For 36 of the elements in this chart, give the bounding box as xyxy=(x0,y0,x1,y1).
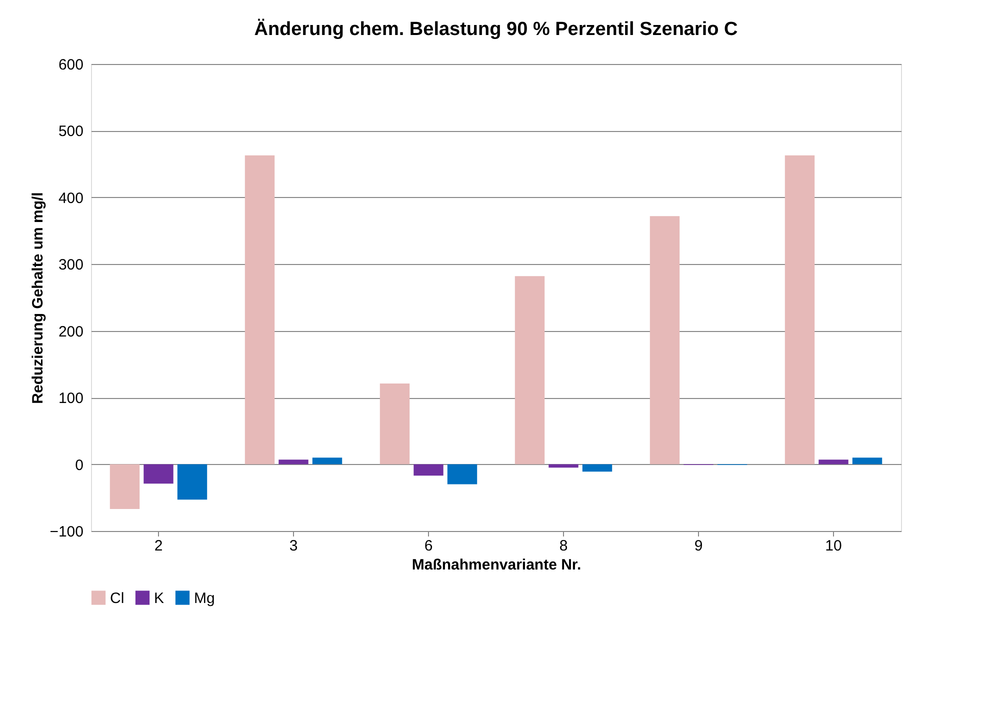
x-tick-label: 10 xyxy=(825,538,842,554)
bar xyxy=(852,458,882,464)
bar xyxy=(818,460,848,464)
x-tick-label: 3 xyxy=(289,538,298,554)
y-tick-label: 600 xyxy=(58,56,84,74)
bar xyxy=(312,458,342,464)
chart-title: Änderung chem. Belastung 90 % Perzentil Szenario C xyxy=(254,18,738,40)
y-tick-label: 100 xyxy=(58,390,84,408)
x-tick-label: 9 xyxy=(694,538,703,554)
bar xyxy=(784,155,815,464)
bar xyxy=(380,384,410,464)
y-axis-title: Reduzierung Gehalte um mg/l xyxy=(30,192,47,404)
bar xyxy=(414,464,444,476)
bar xyxy=(447,464,478,484)
bar xyxy=(650,216,680,464)
bar xyxy=(110,464,140,509)
bar xyxy=(548,464,578,468)
legend-label: Mg xyxy=(194,590,215,607)
legend-label: K xyxy=(154,590,164,607)
bar xyxy=(244,155,275,464)
bar xyxy=(278,460,308,464)
y-tick-label: 500 xyxy=(58,123,84,140)
x-tick-label: 8 xyxy=(559,538,568,554)
legend-label: Cl xyxy=(110,590,124,607)
bar xyxy=(177,464,208,500)
y-tick-label: 300 xyxy=(58,256,84,274)
y-tick-label: −100 xyxy=(50,524,84,540)
bar xyxy=(144,464,174,484)
y-tick-label: 200 xyxy=(58,323,84,340)
x-tick-label: 6 xyxy=(424,538,433,554)
x-axis-title: Maßnahmenvariante Nr. xyxy=(412,556,582,574)
x-tick-label: 2 xyxy=(154,538,163,554)
bar xyxy=(582,464,612,472)
y-tick-label: 400 xyxy=(58,190,84,207)
y-tick-label: 0 xyxy=(75,456,84,474)
bar xyxy=(514,276,545,464)
